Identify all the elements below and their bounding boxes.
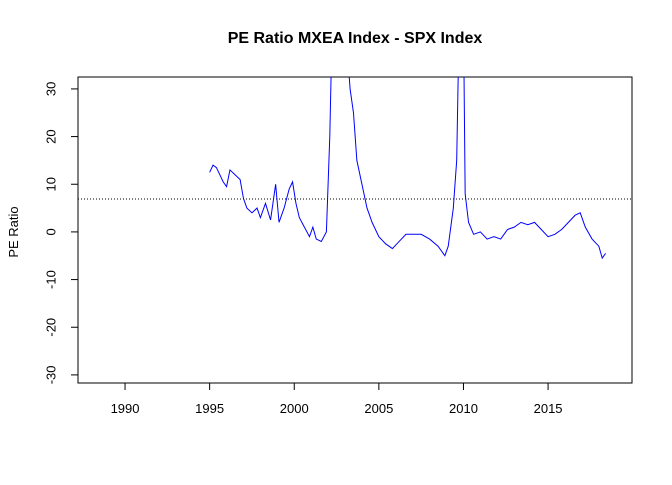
y-tick-label: -20 xyxy=(43,318,58,337)
y-tick-label: 0 xyxy=(43,228,58,235)
y-tick-label: -10 xyxy=(43,270,58,289)
plot-box xyxy=(77,76,633,384)
y-tick-label: 10 xyxy=(43,177,58,191)
x-tick-label: 2015 xyxy=(534,401,563,416)
x-tick-label: 1990 xyxy=(111,401,140,416)
y-tick-label: 20 xyxy=(43,129,58,143)
data-line xyxy=(209,77,607,260)
y-tick-label: 30 xyxy=(43,82,58,96)
chart-title: PE Ratio MXEA Index - SPX Index xyxy=(228,30,483,47)
x-tick-label: 1995 xyxy=(195,401,224,416)
y-axis-label: PE Ratio xyxy=(6,206,21,257)
x-tick-label: 2010 xyxy=(449,401,478,416)
y-tick-label: -30 xyxy=(43,365,58,384)
x-tick-label: 2005 xyxy=(364,401,393,416)
x-tick-label: 2000 xyxy=(280,401,309,416)
